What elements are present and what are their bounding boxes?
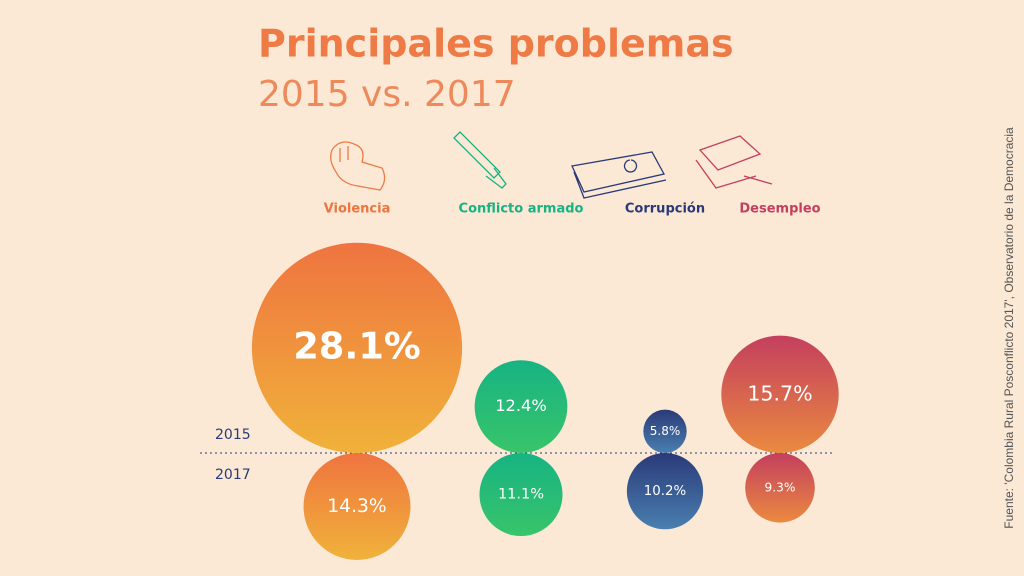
value-label: 11.1%	[498, 487, 544, 503]
value-label: 5.8%	[650, 424, 681, 438]
bubble	[643, 409, 687, 454]
icon-wallet	[695, 135, 773, 189]
icon-bullet	[453, 131, 507, 189]
chart-title: Principales problemas	[258, 22, 734, 66]
icon-money	[571, 151, 667, 199]
value-label: 9.3%	[765, 480, 796, 494]
legend-label: Desempleo	[739, 202, 820, 217]
bubble	[251, 242, 463, 453]
bubble	[626, 453, 704, 530]
value-label: 15.7%	[747, 381, 812, 405]
legend-label: Corrupción	[625, 202, 705, 217]
series-label: 2017	[215, 467, 251, 483]
value-label: 28.1%	[293, 324, 421, 367]
bubble	[474, 360, 568, 453]
chart-subtitle: 2015 vs. 2017	[258, 74, 516, 115]
legend-label: Violencia	[324, 202, 391, 217]
bubble	[745, 453, 815, 523]
source: Fuente: 'Colombia Rural Posconflicto 201…	[1002, 127, 1016, 529]
icon-fist	[330, 141, 386, 191]
bubble	[303, 453, 411, 560]
value-label: 10.2%	[644, 484, 686, 499]
value-label: 12.4%	[495, 396, 547, 415]
icons	[330, 131, 773, 199]
value-label: 14.3%	[327, 496, 386, 517]
bubble	[721, 335, 839, 454]
series-label: 2015	[215, 427, 251, 443]
legend-label: Conflicto armado	[459, 202, 584, 217]
bubble	[479, 453, 563, 537]
